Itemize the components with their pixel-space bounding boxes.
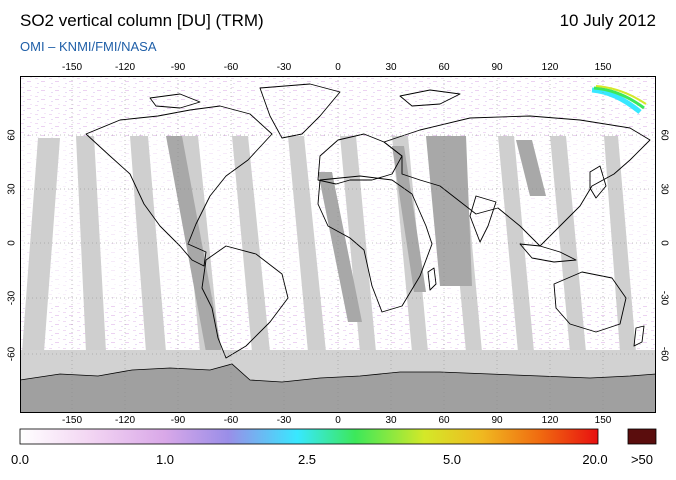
lon-tick-bottom: 30 (385, 415, 397, 426)
lon-tick-top: -120 (114, 62, 136, 73)
lon-tick-bottom: -150 (61, 415, 83, 426)
lon-tick-bottom: 90 (491, 415, 503, 426)
colorbar-label: 1.0 (155, 452, 175, 467)
lat-tick-right: 0 (658, 240, 670, 246)
lat-tick-right: -60 (658, 346, 670, 362)
lat-tick-right: 30 (658, 183, 670, 195)
map-title: SO2 vertical column [DU] (TRM) (20, 11, 264, 30)
lat-tick-left: 60 (6, 129, 18, 141)
colorbar-label: 5.0 (442, 452, 462, 467)
colorbar-gradient (19, 428, 599, 445)
coastlines (85, 83, 651, 359)
colorbar-label: 20.0 (582, 452, 608, 467)
lon-tick-top: 120 (541, 62, 559, 73)
lon-tick-bottom: -120 (114, 415, 136, 426)
lon-tick-bottom: -30 (276, 415, 292, 426)
lon-tick-top: 90 (491, 62, 503, 73)
lon-tick-bottom: 150 (594, 415, 612, 426)
lon-tick-top: 150 (594, 62, 612, 73)
colorbar-label: 0.0 (10, 452, 30, 467)
lat-tick-left: -60 (6, 346, 18, 362)
lat-tick-right: 60 (658, 129, 670, 141)
lon-tick-bottom: 60 (438, 415, 450, 426)
colorbar (19, 428, 657, 445)
lon-tick-bottom: -60 (223, 415, 239, 426)
swath-gaps-dark (166, 136, 546, 352)
lon-tick-bottom: 0 (335, 415, 341, 426)
lon-tick-bottom: 120 (541, 415, 559, 426)
lat-tick-left: -30 (6, 290, 18, 306)
lat-tick-right: -30 (658, 290, 670, 306)
so2-plume (591, 85, 647, 114)
lat-tick-left: 30 (6, 183, 18, 195)
lon-tick-bottom: -90 (170, 415, 186, 426)
lon-tick-top: 30 (385, 62, 397, 73)
lon-tick-top: -150 (61, 62, 83, 73)
lon-tick-top: -60 (223, 62, 239, 73)
graticule (20, 76, 656, 413)
world-map (20, 76, 656, 413)
lon-tick-top: -90 (170, 62, 186, 73)
lon-tick-top: -30 (276, 62, 292, 73)
lon-tick-top: 0 (335, 62, 341, 73)
lon-tick-top: 60 (438, 62, 450, 73)
data-credit: OMI – KNMI/FMI/NASA (20, 39, 157, 54)
map-date: 10 July 2012 (559, 11, 656, 30)
colorbar-label: 2.5 (297, 452, 317, 467)
colorbar-label: >50 (630, 452, 654, 467)
lat-tick-left: 0 (6, 240, 18, 246)
colorbar-overflow-swatch (627, 428, 657, 445)
